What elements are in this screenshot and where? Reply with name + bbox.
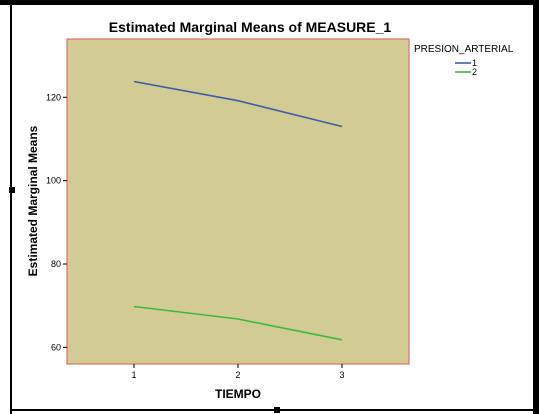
series-1-line xyxy=(133,80,343,128)
y-tick-label: 60 xyxy=(51,342,61,352)
right-border xyxy=(533,0,539,414)
y-tick-label: 120 xyxy=(46,92,61,102)
x-tick-label: 3 xyxy=(339,370,344,380)
y-axis-title: Estimated Marginal Means xyxy=(26,125,40,276)
y-tick-label: 100 xyxy=(46,176,61,186)
top-border xyxy=(0,0,539,5)
series-2-line xyxy=(133,305,343,341)
bottom-resize-handle[interactable] xyxy=(274,407,280,413)
legend-label-2: 2 xyxy=(472,67,477,77)
left-resize-handle[interactable] xyxy=(9,187,15,193)
legend: PRESION_ARTERIAL 12 xyxy=(414,44,514,77)
left-border xyxy=(10,0,12,414)
plot-area xyxy=(66,38,410,365)
legend-title: PRESION_ARTERIAL xyxy=(414,44,514,55)
series-layer xyxy=(133,80,343,341)
legend-label-1: 1 xyxy=(472,58,477,68)
bottom-border xyxy=(12,409,533,411)
x-axis-title: TIEMPO xyxy=(215,387,261,401)
y-tick-label: 80 xyxy=(51,259,61,269)
x-tick-label: 1 xyxy=(131,370,136,380)
x-tick-label: 2 xyxy=(235,370,240,380)
chart-title: Estimated Marginal Means of MEASURE_1 xyxy=(109,19,392,35)
x-axis: 1 2 3 xyxy=(131,364,345,380)
y-axis: 60 80 100 120 xyxy=(46,92,67,352)
